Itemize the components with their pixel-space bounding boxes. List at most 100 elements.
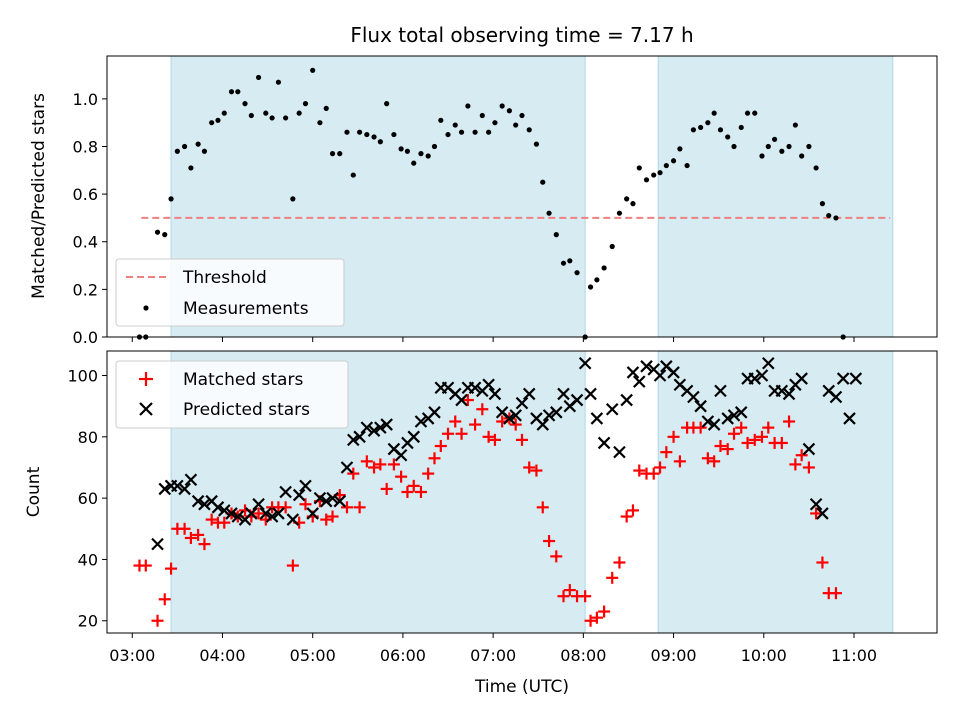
matched-star-point [667,430,680,443]
predicted-star-point [597,436,611,450]
matched-star-point [673,455,686,468]
measurement-point [786,143,792,150]
measurement-point [779,148,785,154]
count-x-axis: 03:00 04:00 05:00 06:00 07:00 08:00 09:00 10:00… [109,633,877,665]
matched-star-point [286,559,299,572]
measurement-point [242,101,248,107]
matched-star-point [590,611,603,624]
predicted-star-point [714,384,727,398]
matched-star-point [442,427,455,440]
measurement-point [567,258,573,264]
predicted-star-point [550,406,563,419]
matched-star-point [165,562,178,575]
measurements-legend-swatch [143,305,149,311]
ratio-x-axis-ticks [131,337,855,342]
measurement-point [574,270,580,276]
x-tick-label: 07:00 [470,646,516,665]
measurement-point [154,229,161,235]
matched-star-point [488,433,501,446]
measurement-point [609,243,615,250]
panel-count: 20 40 60 80 100 03:00 04:00 05:00 06:00 07:00 08:… [24,350,938,697]
measurement-point [560,260,567,266]
y-tick-label: 0.8 [73,137,98,156]
measurement-point [188,165,194,171]
matched-star-point [192,528,205,541]
predicted-star-point [407,430,421,444]
measurement-point [317,120,323,126]
matched-star-point [178,522,191,535]
matched-star-point [320,513,333,526]
measurement-point [479,112,485,119]
y-tick-label: 1.0 [73,90,98,109]
predicted-star-point [843,412,856,425]
predicted-star-point [151,537,164,551]
predicted-star-point [782,387,796,401]
predicted-star-point [333,494,347,508]
matched-star-point [816,556,829,569]
measurement-point [431,143,438,150]
predicted-star-point [613,445,626,459]
matched-star-point [218,516,231,529]
matched-star-point [395,470,408,483]
y-tick-label: 0.0 [73,328,98,347]
predicted-star-point [694,399,707,413]
measurement-point [195,141,201,147]
measurement-point [425,153,431,159]
measurement-point [398,146,404,152]
measurement-point [465,103,471,109]
count-legend-box [115,360,349,429]
measurement-point [616,210,623,216]
chart-title: Flux total observing time = 7.17 h [350,23,693,47]
matched-star-point [789,458,802,471]
measurement-point [201,148,208,154]
measurement-point [684,162,690,169]
predicted-star-point [272,507,285,520]
count-legend[interactable]: Matched stars Predicted stars [115,360,349,429]
matched-star-point [633,464,646,477]
measurements-legend-label: Measurements [183,299,309,319]
predicted-star-point [218,504,231,517]
matched-star-point [205,513,218,526]
predicted-star-point [557,387,570,401]
matched-star-point [374,458,387,471]
y-tick-label: 0.2 [73,280,98,299]
matched-star-point [387,458,400,471]
measurement-point [255,74,262,81]
measurement-point [711,110,717,116]
predicted-star-point [488,387,502,401]
predicted-star-point [231,510,245,523]
predicted-legend-label: Predicted stars [183,400,310,420]
x-tick-label: 11:00 [831,646,877,665]
matched-star-point [775,436,788,449]
matched-star-point [741,436,754,449]
matched-star-point [523,461,536,474]
matched-legend-label: Matched stars [183,370,303,390]
predicted-star-point [809,497,823,511]
predicted-star-point [178,482,191,496]
matched-star-point [654,461,667,474]
measurement-point [181,143,188,150]
predicted-star-point [319,494,333,508]
measurement-point [643,177,650,183]
y-tick-label: 0.6 [73,185,98,204]
matched-star-point [735,421,748,434]
measurement-point [594,277,600,283]
measurement-point [162,232,168,238]
measurement-point [519,112,525,119]
y-tick-label: 100 [67,367,98,386]
matched-star-point [476,403,489,416]
ratio-legend[interactable]: Threshold Measurements [115,258,345,327]
predicted-star-point [414,415,428,428]
measurement-point [630,201,636,207]
predicted-star-point [829,390,843,404]
measurement-point [731,143,737,150]
predicted-star-point [727,409,741,422]
matched-star-point [536,501,549,514]
matched-star-point [728,427,741,440]
matched-star-point [428,452,441,465]
matched-star-point [606,571,619,584]
matched-star-point [151,614,164,627]
ratio-y-axis-label: Matched/Predicted stars [29,93,49,299]
x-tick-label: 04:00 [199,646,245,665]
